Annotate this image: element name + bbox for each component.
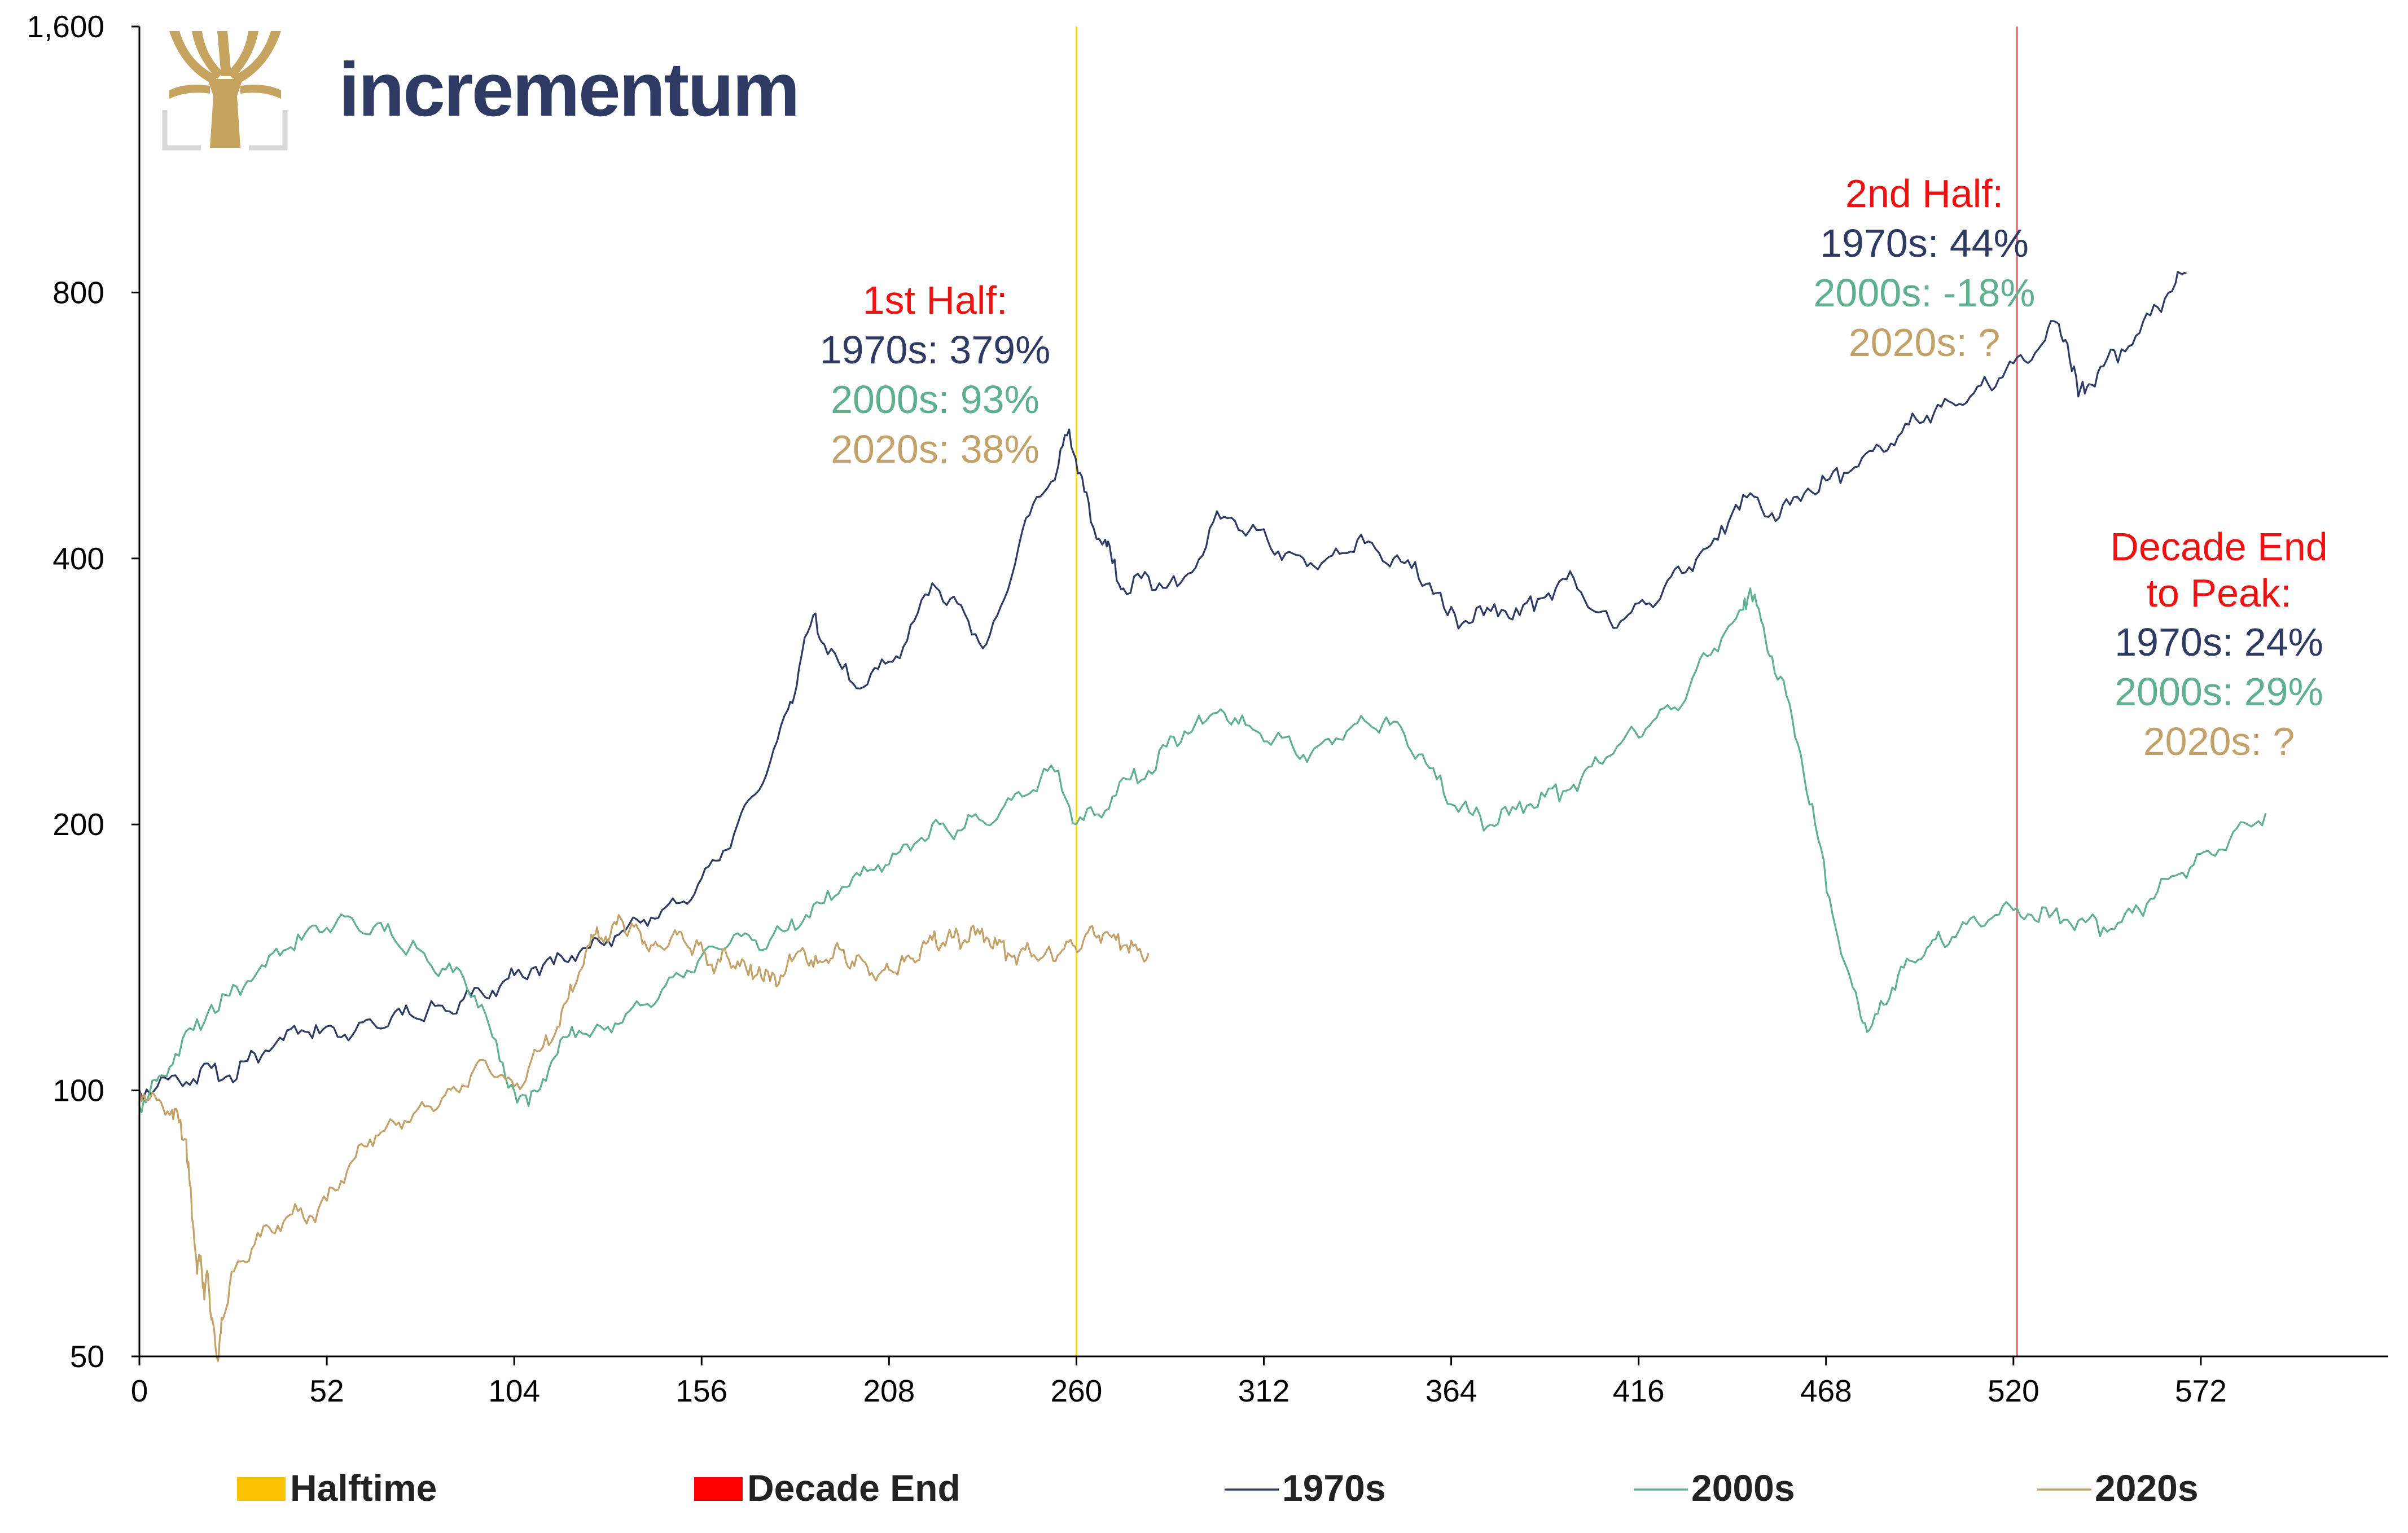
annotation-first-half: 1st Half: 1970s: 379% 2000s: 93% 2020s: … [820, 278, 1051, 471]
logo-branch [192, 31, 223, 79]
legend: Halftime Decade End 1970s 2000s 2020s [237, 1467, 2199, 1509]
annotation-second-half: 2nd Half: 1970s: 44% 2000s: -18% 2020s: … [1813, 172, 2035, 364]
logo-branch [227, 31, 258, 79]
legend-label: Decade End [747, 1467, 960, 1509]
y-tick-label: 200 [52, 807, 104, 842]
decade-end-1970s: 1970s: 24% [2115, 620, 2323, 664]
decade-end-2020s: 2020s: ? [2143, 719, 2295, 763]
decade-end-heading-line2: to Peak: [2147, 571, 2292, 615]
series-line-2020s [138, 913, 1150, 1362]
first-half-heading: 1st Half: [863, 278, 1008, 322]
x-tick-label: 52 [309, 1373, 344, 1408]
legend-label: 2000s [1691, 1467, 1795, 1509]
legend-item-halftime: Halftime [237, 1467, 437, 1509]
logo-branch [169, 31, 217, 85]
axes: 50 100 200 400 800 1,600 0 52 104 156 208 260 312 36… [27, 9, 2388, 1408]
legend-label: Halftime [290, 1467, 437, 1509]
legend-swatch [694, 1477, 743, 1501]
first-half-2020s: 2020s: 38% [831, 427, 1039, 471]
second-half-2000s: 2000s: -18% [1813, 271, 2035, 315]
logo-bracket-right [249, 110, 288, 151]
x-axis-ticks: 0 52 104 156 208 260 312 364 416 468 520 572 [131, 1356, 2227, 1408]
annotation-decade-end: Decade End to Peak: 1970s: 24% 2000s: 29… [2110, 525, 2327, 763]
logo-branch [169, 85, 210, 99]
x-tick-label: 208 [863, 1373, 915, 1408]
legend-label: 2020s [2095, 1467, 2199, 1509]
legend-item-1970s: 1970s [1225, 1467, 1386, 1509]
legend-swatch [237, 1477, 286, 1501]
incrementum-logo: incrementum [162, 31, 800, 151]
decade-end-2000s: 2000s: 29% [2115, 670, 2323, 714]
logo-branch [217, 31, 231, 76]
x-tick-label: 260 [1051, 1373, 1103, 1408]
series-line-1970s [138, 271, 2187, 1100]
legend-item-2020s: 2020s [2037, 1467, 2199, 1509]
decade-end-heading-line1: Decade End [2110, 525, 2327, 569]
x-tick-label: 572 [2175, 1373, 2227, 1408]
y-tick-label: 400 [52, 541, 104, 576]
legend-label: 1970s [1282, 1467, 1386, 1509]
first-half-2000s: 2000s: 93% [831, 377, 1039, 421]
series-line-2000s [138, 587, 2267, 1113]
x-tick-label: 468 [1800, 1373, 1852, 1408]
x-tick-label: 156 [676, 1373, 727, 1408]
logo-branch [240, 85, 281, 99]
x-tick-label: 416 [1613, 1373, 1665, 1408]
legend-item-2000s: 2000s [1634, 1467, 1795, 1509]
x-tick-label: 0 [131, 1373, 148, 1408]
y-tick-label: 1,600 [27, 9, 104, 44]
y-tick-label: 100 [52, 1073, 104, 1108]
reference-lines [1075, 27, 2018, 1356]
brand-name: incrementum [339, 47, 799, 132]
tree-icon [162, 31, 288, 151]
y-axis-ticks: 50 100 200 400 800 1,600 [27, 9, 139, 1374]
legend-item-decade-end: Decade End [694, 1467, 960, 1509]
x-tick-label: 104 [488, 1373, 540, 1408]
series-layer [138, 271, 2267, 1362]
x-tick-label: 520 [1988, 1373, 2039, 1408]
x-tick-label: 312 [1238, 1373, 1290, 1408]
logo-bracket-left [162, 110, 201, 151]
second-half-1970s: 1970s: 44% [1820, 221, 2029, 265]
first-half-1970s: 1970s: 379% [820, 328, 1051, 372]
y-tick-label: 50 [70, 1339, 104, 1374]
logo-trunk [208, 79, 243, 148]
logo-branch [233, 31, 281, 85]
second-half-heading: 2nd Half: [1845, 172, 2003, 216]
second-half-2020s: 2020s: ? [1849, 320, 2001, 364]
y-tick-label: 800 [52, 275, 104, 310]
x-tick-label: 364 [1425, 1373, 1477, 1408]
